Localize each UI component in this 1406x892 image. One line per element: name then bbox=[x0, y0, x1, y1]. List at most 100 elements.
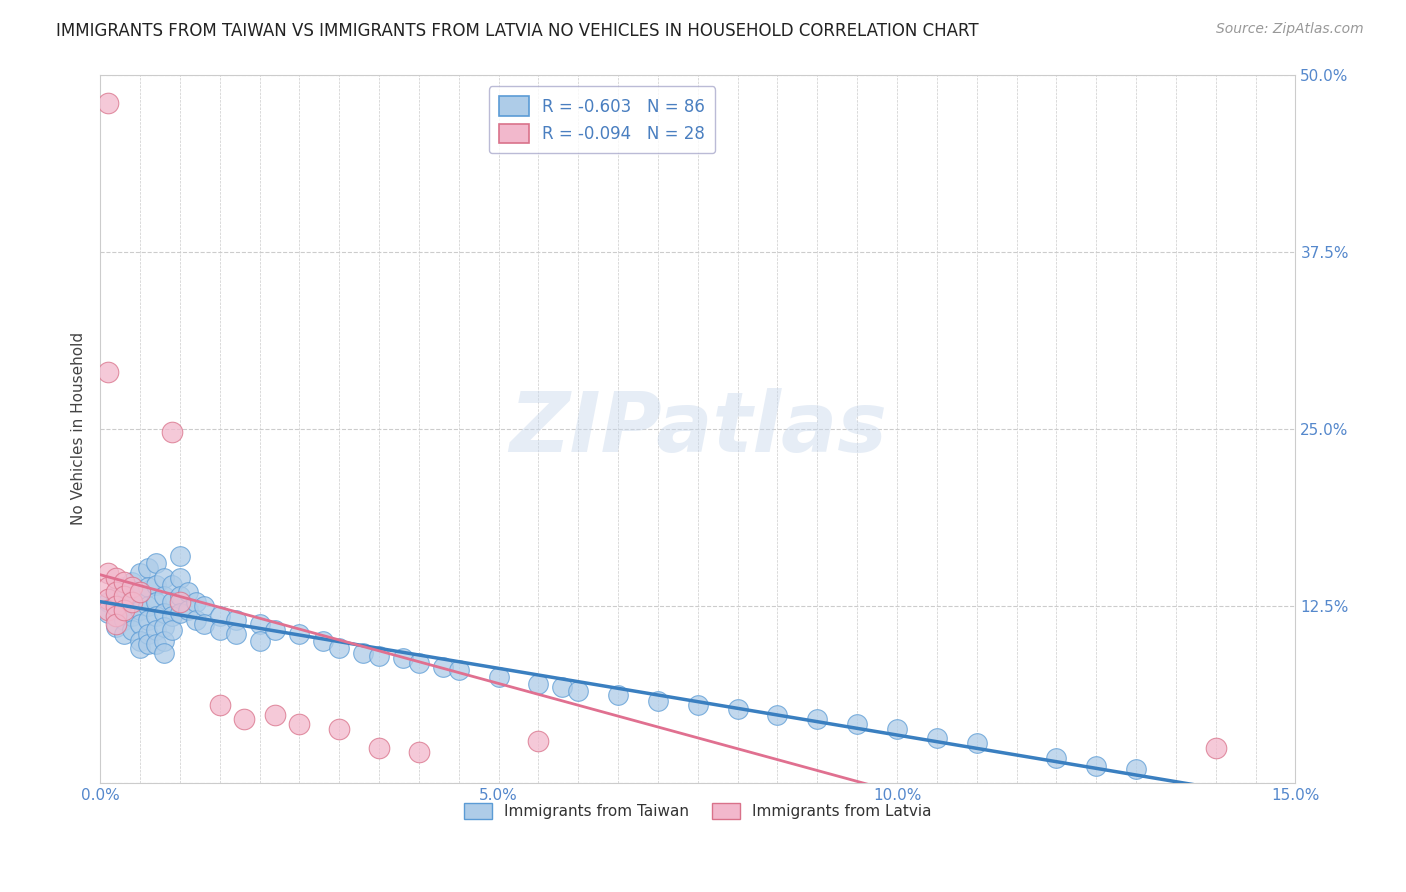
Point bbox=[112, 581, 135, 595]
Point bbox=[121, 581, 143, 595]
Text: IMMIGRANTS FROM TAIWAN VS IMMIGRANTS FROM LATVIA NO VEHICLES IN HOUSEHOLD CORREL: IMMIGRANTS FROM TAIWAN VS IMMIGRANTS FRO… bbox=[56, 22, 979, 40]
Point bbox=[686, 698, 709, 712]
Point bbox=[121, 574, 143, 589]
Point bbox=[153, 589, 176, 603]
Point bbox=[551, 680, 574, 694]
Point bbox=[208, 623, 231, 637]
Point bbox=[97, 365, 120, 379]
Point bbox=[129, 584, 152, 599]
Point bbox=[1125, 762, 1147, 776]
Point bbox=[136, 599, 159, 613]
Point bbox=[567, 684, 589, 698]
Point bbox=[169, 589, 191, 603]
Text: ZIPatlas: ZIPatlas bbox=[509, 388, 887, 469]
Point bbox=[208, 698, 231, 712]
Point bbox=[249, 634, 271, 648]
Point bbox=[105, 608, 128, 623]
Point bbox=[264, 708, 287, 723]
Point bbox=[129, 641, 152, 656]
Point bbox=[160, 608, 183, 623]
Point bbox=[488, 670, 510, 684]
Point bbox=[447, 663, 470, 677]
Point bbox=[112, 613, 135, 627]
Point bbox=[328, 722, 350, 736]
Point bbox=[392, 651, 415, 665]
Point bbox=[129, 603, 152, 617]
Point bbox=[145, 557, 167, 571]
Point bbox=[527, 733, 550, 747]
Point bbox=[527, 677, 550, 691]
Point bbox=[766, 708, 789, 723]
Point bbox=[288, 627, 311, 641]
Point bbox=[112, 574, 135, 589]
Point bbox=[352, 646, 374, 660]
Point bbox=[169, 570, 191, 584]
Point bbox=[136, 560, 159, 574]
Point bbox=[97, 581, 120, 595]
Point bbox=[129, 617, 152, 632]
Point bbox=[112, 603, 135, 617]
Point bbox=[184, 613, 207, 627]
Point bbox=[97, 591, 120, 606]
Point bbox=[160, 595, 183, 609]
Point bbox=[408, 745, 430, 759]
Point bbox=[145, 623, 167, 637]
Point bbox=[105, 599, 128, 613]
Point bbox=[966, 736, 988, 750]
Point bbox=[121, 591, 143, 606]
Point bbox=[160, 623, 183, 637]
Point bbox=[136, 581, 159, 595]
Point bbox=[145, 577, 167, 591]
Point bbox=[432, 660, 454, 674]
Point bbox=[312, 634, 335, 648]
Point bbox=[264, 623, 287, 637]
Point bbox=[97, 603, 120, 617]
Point bbox=[105, 608, 128, 623]
Point bbox=[184, 595, 207, 609]
Point bbox=[408, 656, 430, 670]
Point bbox=[1085, 759, 1108, 773]
Point bbox=[129, 584, 152, 599]
Point bbox=[169, 606, 191, 620]
Point bbox=[153, 634, 176, 648]
Point bbox=[177, 584, 200, 599]
Point bbox=[249, 617, 271, 632]
Point bbox=[169, 549, 191, 564]
Point bbox=[121, 623, 143, 637]
Point bbox=[193, 617, 215, 632]
Point bbox=[145, 637, 167, 651]
Point bbox=[193, 599, 215, 613]
Point bbox=[105, 584, 128, 599]
Point bbox=[169, 595, 191, 609]
Point bbox=[129, 566, 152, 581]
Point bbox=[136, 637, 159, 651]
Point bbox=[208, 608, 231, 623]
Point bbox=[846, 716, 869, 731]
Point bbox=[112, 599, 135, 613]
Point bbox=[153, 606, 176, 620]
Point bbox=[225, 627, 247, 641]
Point bbox=[145, 608, 167, 623]
Point bbox=[1045, 750, 1067, 764]
Point bbox=[1205, 740, 1227, 755]
Point bbox=[97, 595, 120, 609]
Point bbox=[225, 613, 247, 627]
Point bbox=[97, 95, 120, 110]
Point bbox=[153, 570, 176, 584]
Point bbox=[97, 606, 120, 620]
Point bbox=[112, 627, 135, 641]
Point bbox=[121, 595, 143, 609]
Point bbox=[136, 613, 159, 627]
Point bbox=[129, 634, 152, 648]
Text: Source: ZipAtlas.com: Source: ZipAtlas.com bbox=[1216, 22, 1364, 37]
Point bbox=[160, 425, 183, 439]
Point bbox=[232, 712, 254, 726]
Point bbox=[97, 566, 120, 581]
Point bbox=[145, 595, 167, 609]
Point bbox=[105, 589, 128, 603]
Point bbox=[105, 570, 128, 584]
Point bbox=[160, 577, 183, 591]
Point bbox=[328, 641, 350, 656]
Point bbox=[153, 620, 176, 634]
Point bbox=[925, 731, 948, 745]
